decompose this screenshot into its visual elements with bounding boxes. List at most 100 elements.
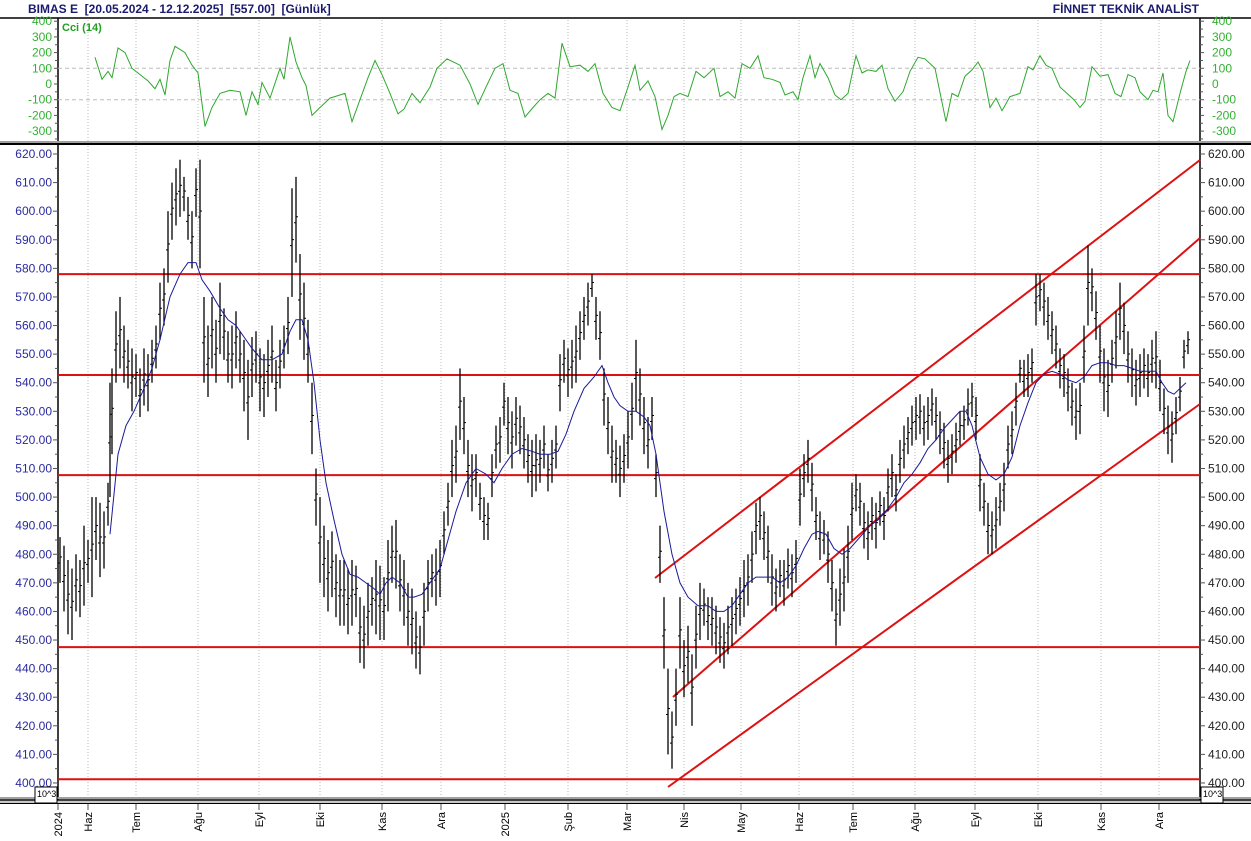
x-tick-label: Ağu (193, 812, 205, 832)
svg-text:540.00: 540.00 (15, 376, 52, 390)
svg-text:-300: -300 (28, 124, 52, 138)
svg-text:600.00: 600.00 (15, 204, 52, 218)
svg-text:520.00: 520.00 (15, 433, 52, 447)
chart-header: BIMAS E [20.05.2024 - 12.12.2025] [557.0… (0, 0, 1251, 18)
x-tick-label: Ara (436, 811, 448, 829)
svg-text:510.00: 510.00 (15, 461, 52, 475)
svg-text:400.00: 400.00 (1208, 776, 1245, 790)
svg-text:560.00: 560.00 (15, 319, 52, 333)
price-y-axis-right: 620.00 610.00 600.00 590.00 580.00 570.00 560.… (1200, 147, 1245, 790)
x-tick-label: Tem (131, 812, 143, 833)
cci-gridlines (58, 20, 1200, 141)
x-tick-label: Eyl (254, 812, 266, 827)
svg-text:430.00: 430.00 (1208, 690, 1245, 704)
svg-text:450.00: 450.00 (15, 633, 52, 647)
brand-label: FİNNET TEKNİK ANALİST (1052, 2, 1199, 16)
svg-text:-200: -200 (28, 108, 52, 122)
svg-text:590.00: 590.00 (15, 233, 52, 247)
x-tick-label: Eki (1033, 812, 1045, 827)
x-axis: 2024 Haz Tem Ağu Eyl Eki Kas Ara 2025 Şub Mar Nis Ma… (0, 797, 1251, 836)
svg-text:100: 100 (32, 61, 52, 75)
moving-average-line (109, 262, 1187, 612)
svg-text:550.00: 550.00 (1208, 347, 1245, 361)
channel-line[interactable] (667, 403, 1201, 788)
svg-text:400.00: 400.00 (15, 776, 52, 790)
x-tick-label: 2025 (500, 812, 512, 836)
price-y-axis-left: 620.00 610.00 600.00 590.00 580.00 570.00 560.… (15, 147, 58, 790)
svg-text:480.00: 480.00 (1208, 547, 1245, 561)
svg-text:440.00: 440.00 (15, 662, 52, 676)
svg-text:600.00: 600.00 (1208, 204, 1245, 218)
svg-text:610.00: 610.00 (1208, 176, 1245, 190)
x-tick-label: Eki (315, 812, 327, 827)
cci-line (94, 36, 1191, 132)
x-tick-label: Tem (848, 812, 860, 833)
trend-channel-lines[interactable] (654, 159, 1201, 788)
x-tick-label: 2024 (53, 812, 65, 836)
svg-text:620.00: 620.00 (15, 147, 52, 161)
x-axis-labels: 2024 Haz Tem Ağu Eyl Eki Kas Ara 2025 Şub Mar Nis Ma… (53, 804, 1166, 836)
svg-text:420.00: 420.00 (1208, 719, 1245, 733)
svg-text:410.00: 410.00 (1208, 747, 1245, 761)
svg-text:10^3: 10^3 (37, 789, 56, 799)
scale-badge-left: 10^3 (34, 786, 58, 804)
svg-text:590.00: 590.00 (1208, 233, 1245, 247)
x-tick-label: Ara (1154, 811, 1166, 829)
x-tick-label: Nis (679, 812, 691, 828)
svg-text:560.00: 560.00 (1208, 319, 1245, 333)
chart-title: BIMAS E [20.05.2024 - 12.12.2025] [557.0… (28, 2, 331, 16)
x-tick-label: Haz (794, 812, 806, 832)
svg-text:570.00: 570.00 (1208, 290, 1245, 304)
channel-line[interactable] (672, 237, 1201, 698)
x-tick-label: Mar (622, 812, 634, 831)
svg-text:500.00: 500.00 (1208, 490, 1245, 504)
panel-separator[interactable] (0, 141, 1251, 143)
svg-text:620.00: 620.00 (1208, 147, 1245, 161)
x-tick-label: Şub (563, 812, 575, 832)
svg-text:530.00: 530.00 (1208, 404, 1245, 418)
price-gridlines (87, 146, 1160, 797)
x-tick-label: May (736, 812, 748, 833)
svg-text:490.00: 490.00 (15, 519, 52, 533)
svg-text:300: 300 (1212, 30, 1232, 44)
svg-text:-300: -300 (1212, 124, 1236, 138)
svg-text:200: 200 (32, 46, 52, 60)
svg-text:400: 400 (32, 14, 52, 28)
svg-text:-100: -100 (1212, 93, 1236, 107)
svg-text:470.00: 470.00 (15, 576, 52, 590)
channel-line[interactable] (654, 159, 1201, 579)
svg-text:0: 0 (45, 77, 52, 91)
svg-text:610.00: 610.00 (15, 176, 52, 190)
svg-text:300: 300 (32, 30, 52, 44)
svg-text:100: 100 (1212, 61, 1232, 75)
x-tick-label: Haz (83, 812, 95, 832)
x-tick-label: Kas (1096, 812, 1108, 831)
svg-text:470.00: 470.00 (1208, 576, 1245, 590)
svg-text:510.00: 510.00 (1208, 461, 1245, 475)
svg-text:550.00: 550.00 (15, 347, 52, 361)
svg-text:460.00: 460.00 (15, 604, 52, 618)
svg-text:500.00: 500.00 (15, 490, 52, 504)
svg-text:0: 0 (1212, 77, 1219, 91)
svg-text:540.00: 540.00 (1208, 376, 1245, 390)
svg-text:570.00: 570.00 (15, 290, 52, 304)
x-tick-label: Eyl (970, 812, 982, 827)
svg-text:460.00: 460.00 (1208, 604, 1245, 618)
svg-text:420.00: 420.00 (15, 719, 52, 733)
svg-text:580.00: 580.00 (1208, 261, 1245, 275)
svg-text:450.00: 450.00 (1208, 633, 1245, 647)
svg-text:-200: -200 (1212, 108, 1236, 122)
svg-text:410.00: 410.00 (15, 747, 52, 761)
x-tick-label: Ağu (910, 812, 922, 832)
svg-text:490.00: 490.00 (1208, 519, 1245, 533)
svg-text:430.00: 430.00 (15, 690, 52, 704)
ohlc-bars (58, 159, 1190, 769)
svg-text:440.00: 440.00 (1208, 662, 1245, 676)
svg-text:580.00: 580.00 (15, 261, 52, 275)
price-panel[interactable]: 620.00 610.00 600.00 590.00 580.00 570.00 560.… (15, 144, 1245, 800)
svg-text:-100: -100 (28, 93, 52, 107)
